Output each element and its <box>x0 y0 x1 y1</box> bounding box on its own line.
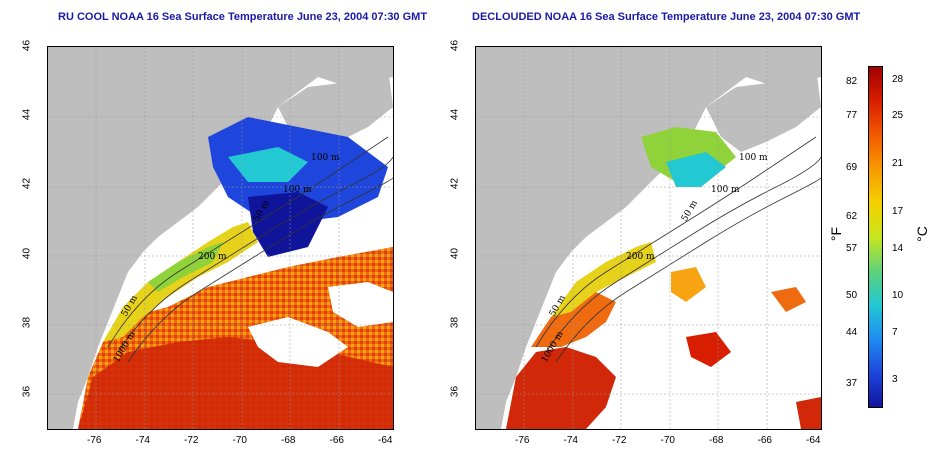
colorbar-f-tick: 69 <box>846 162 858 173</box>
x-tick-label: -76 <box>87 435 102 446</box>
colorbar-c-tick: 17 <box>892 206 904 217</box>
colorbar-f-tick: 82 <box>846 76 858 87</box>
colorbar-f-tick: 62 <box>846 211 858 222</box>
y-tick-label: 46 <box>21 39 33 52</box>
sst-map-declouded: 100 m 100 m 50 m 200 m 50 m 1000 m <box>475 46 822 430</box>
land-mass <box>476 47 821 429</box>
x-tick-label: -68 <box>281 435 296 446</box>
colorbar-f-tick: 44 <box>846 327 858 338</box>
colorbar-f-tick: 77 <box>846 110 858 121</box>
contour-label: 200 m <box>626 252 655 262</box>
x-tick-label: -72 <box>184 435 199 446</box>
contour-label: 200 m <box>198 252 227 262</box>
land-mass <box>48 47 393 429</box>
x-tick-label: -68 <box>709 435 724 446</box>
y-tick-label: 42 <box>21 178 33 190</box>
y-tick-label: 44 <box>449 109 461 121</box>
sst-map-declouded-svg: 100 m 100 m 50 m 200 m 50 m 1000 m <box>476 47 821 429</box>
x-tick-label: -76 <box>515 435 530 446</box>
x-tick-label: -66 <box>757 435 772 446</box>
nova-scotia-land <box>706 67 821 152</box>
celsius-unit: °C <box>913 226 930 242</box>
title-right: DECLOUDED NOAA 16 Sea Surface Temperatur… <box>472 11 861 23</box>
x-tick-label: -70 <box>660 435 675 446</box>
fahrenheit-unit: °F <box>828 226 845 242</box>
x-tick-label: -70 <box>232 435 247 446</box>
colorbar-c-tick: 10 <box>892 290 904 301</box>
title-left: RU COOL NOAA 16 Sea Surface Temperature … <box>58 11 428 23</box>
colorbar-f-tick: 50 <box>846 290 858 301</box>
contour-label: 100 m <box>311 153 340 163</box>
x-tick-label: -66 <box>329 435 344 446</box>
x-tick-label: -74 <box>563 435 578 446</box>
y-tick-label: 44 <box>21 109 33 121</box>
sst-map-raw: 100 m 100 m 50 m 200 m 50 m 1000 m <box>47 46 394 430</box>
y-tick-label: 46 <box>449 39 461 52</box>
x-tick-label: -64 <box>806 435 821 446</box>
colorbar <box>868 66 883 408</box>
shelf-band <box>103 222 258 342</box>
x-tick-label: -64 <box>378 435 393 446</box>
colorbar-f-tick: 57 <box>846 243 858 254</box>
colorbar-c-tick: 28 <box>892 74 904 85</box>
colorbar-c-tick: 25 <box>892 110 904 121</box>
y-tick-label: 38 <box>449 316 461 328</box>
contour-label: 100 m <box>739 153 768 163</box>
y-tick-label: 36 <box>449 385 461 398</box>
y-tick-label: 40 <box>21 247 33 259</box>
warm-water <box>506 347 616 429</box>
contour-label: 100 m <box>711 185 740 195</box>
sst-map-raw-svg: 100 m 100 m 50 m 200 m 50 m 1000 m <box>48 47 393 429</box>
y-tick-label: 42 <box>449 178 461 190</box>
colorbar-c-tick: 21 <box>892 158 904 169</box>
colorbar-c-tick: 14 <box>892 243 904 254</box>
x-tick-label: -72 <box>612 435 627 446</box>
y-tick-label: 38 <box>21 316 33 328</box>
contour-label: 100 m <box>283 185 312 195</box>
colorbar-c-tick: 3 <box>892 374 898 385</box>
colorbar-c-tick: 7 <box>892 327 898 338</box>
colorbar-f-tick: 37 <box>846 378 858 389</box>
x-tick-label: -74 <box>135 435 150 446</box>
y-tick-label: 40 <box>449 247 461 259</box>
y-tick-label: 36 <box>21 385 33 398</box>
